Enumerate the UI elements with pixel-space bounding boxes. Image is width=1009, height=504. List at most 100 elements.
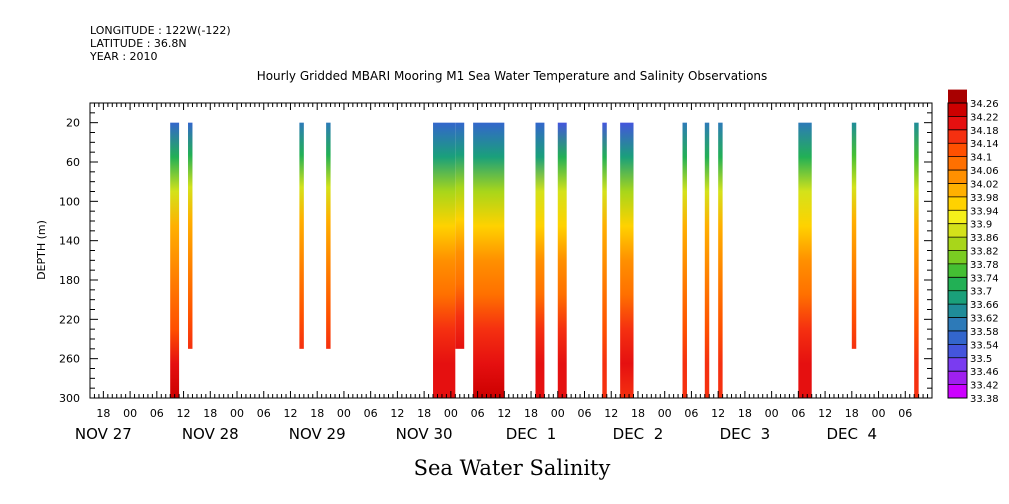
- y-tick-label: 180: [59, 274, 80, 287]
- colorbar-swatch: [948, 143, 967, 158]
- y-tick-label: 20: [66, 117, 80, 130]
- colorbar-label: 33.54: [970, 340, 999, 351]
- colorbar-label: 33.78: [970, 260, 999, 271]
- colorbar-label: 33.42: [970, 381, 999, 392]
- y-axis-label: DEPTH (m): [35, 220, 48, 280]
- colorbar-swatch: [948, 183, 967, 198]
- colorbar-label: 33.98: [970, 193, 999, 204]
- colorbar-label: 33.7: [970, 287, 992, 298]
- x-hour-label: 06: [150, 407, 164, 420]
- colorbar-label: 34.18: [970, 126, 999, 137]
- x-day-label: DEC 2: [613, 425, 664, 443]
- x-hour-label: 12: [390, 407, 404, 420]
- x-hour-label: 12: [604, 407, 618, 420]
- data-column: [851, 122, 857, 349]
- colorbar-label: 34.06: [970, 166, 999, 177]
- colorbar-swatch: [948, 103, 967, 117]
- data-column: [326, 122, 331, 349]
- colorbar-swatch: [948, 304, 967, 319]
- colorbar-swatch: [948, 330, 967, 345]
- x-hour-label: 00: [551, 407, 565, 420]
- colorbar-swatch: [948, 170, 967, 184]
- x-hour-label: 18: [203, 407, 217, 420]
- colorbar-label: 33.66: [970, 300, 999, 311]
- data-column: [188, 122, 193, 349]
- x-hour-label: 00: [123, 407, 137, 420]
- data-column: [602, 122, 607, 399]
- x-hour-label: 12: [283, 407, 297, 420]
- chart-title: Hourly Gridded MBARI Mooring M1 Sea Wate…: [257, 69, 768, 83]
- colorbar-label: 34.26: [970, 99, 999, 110]
- colorbar-label: 33.62: [970, 314, 999, 325]
- colorbar-label: 33.38: [970, 394, 999, 405]
- x-hour-label: 00: [444, 407, 458, 420]
- colorbar-swatch: [948, 277, 967, 292]
- colorbar-swatch: [948, 89, 967, 104]
- data-column: [682, 122, 687, 399]
- data-column: [433, 122, 456, 399]
- colorbar: 33.38 33.42 33.46 33.5 33.54 33.58 33.62 33.66 3…: [947, 89, 999, 405]
- colorbar-swatch: [948, 129, 967, 144]
- data-column: [620, 122, 634, 399]
- data-column: [299, 122, 304, 349]
- y-tick-label: 220: [59, 313, 80, 326]
- x-day-label: NOV 27: [75, 425, 132, 443]
- year-label: YEAR : 2010: [89, 50, 158, 63]
- x-axis-title: Sea Water Salinity: [414, 456, 611, 480]
- x-day-label: NOV 30: [396, 425, 453, 443]
- colorbar-label: 33.5: [970, 354, 992, 365]
- x-hour-label: 18: [96, 407, 110, 420]
- data-column: [798, 122, 812, 399]
- x-hour-label: 00: [337, 407, 351, 420]
- x-hour-label: 06: [898, 407, 912, 420]
- colorbar-label: 34.1: [970, 153, 992, 164]
- x-hour-label: 00: [872, 407, 886, 420]
- colorbar-swatch: [948, 196, 967, 211]
- x-day-label: NOV 29: [289, 425, 346, 443]
- colorbar-label: 33.58: [970, 327, 999, 338]
- x-hour-label: 18: [738, 407, 752, 420]
- longitude-label: LONGITUDE : 122W(-122): [90, 24, 231, 37]
- y-tick-label: 300: [59, 392, 80, 405]
- colorbar-swatch: [948, 344, 967, 359]
- data-column: [170, 122, 180, 399]
- x-day-label: DEC 3: [720, 425, 771, 443]
- x-hour-label: 00: [230, 407, 244, 420]
- colorbar-label: 34.22: [970, 112, 999, 123]
- x-hour-label: 06: [791, 407, 805, 420]
- colorbar-swatch: [948, 384, 967, 399]
- colorbar-swatch: [948, 250, 967, 265]
- colorbar-swatch: [948, 371, 967, 386]
- colorbar-label: 33.94: [970, 206, 999, 217]
- y-tick-label: 260: [59, 353, 80, 366]
- colorbar-swatch: [948, 210, 967, 225]
- y-tick-label: 140: [59, 235, 80, 248]
- x-hour-label: 18: [524, 407, 538, 420]
- colorbar-label: 33.46: [970, 367, 999, 378]
- x-day-label: DEC 1: [506, 425, 557, 443]
- x-hour-label: 18: [417, 407, 431, 420]
- data-column: [914, 122, 919, 399]
- colorbar-label: 33.74: [970, 273, 999, 284]
- colorbar-swatch: [948, 317, 967, 332]
- x-hour-label: 06: [257, 407, 271, 420]
- colorbar-swatch: [948, 156, 967, 171]
- colorbar-label: 33.9: [970, 220, 992, 231]
- colorbar-label: 34.14: [970, 139, 999, 150]
- colorbar-swatch: [948, 116, 967, 131]
- x-day-label: DEC 4: [827, 425, 878, 443]
- colorbar-label: 34.02: [970, 179, 999, 190]
- x-hour-label: 18: [310, 407, 324, 420]
- x-day-label: NOV 28: [182, 425, 239, 443]
- x-hour-label: 18: [631, 407, 645, 420]
- x-hour-label: 06: [578, 407, 592, 420]
- data-columns: [170, 122, 919, 399]
- y-tick-label: 60: [66, 156, 80, 169]
- x-hour-label: 00: [658, 407, 672, 420]
- data-column: [455, 122, 465, 349]
- x-hour-label: 12: [818, 407, 832, 420]
- y-axis: 20 60 100 140 180 220 260 300: [59, 112, 932, 405]
- x-hour-label: 06: [471, 407, 485, 420]
- data-column: [473, 122, 505, 399]
